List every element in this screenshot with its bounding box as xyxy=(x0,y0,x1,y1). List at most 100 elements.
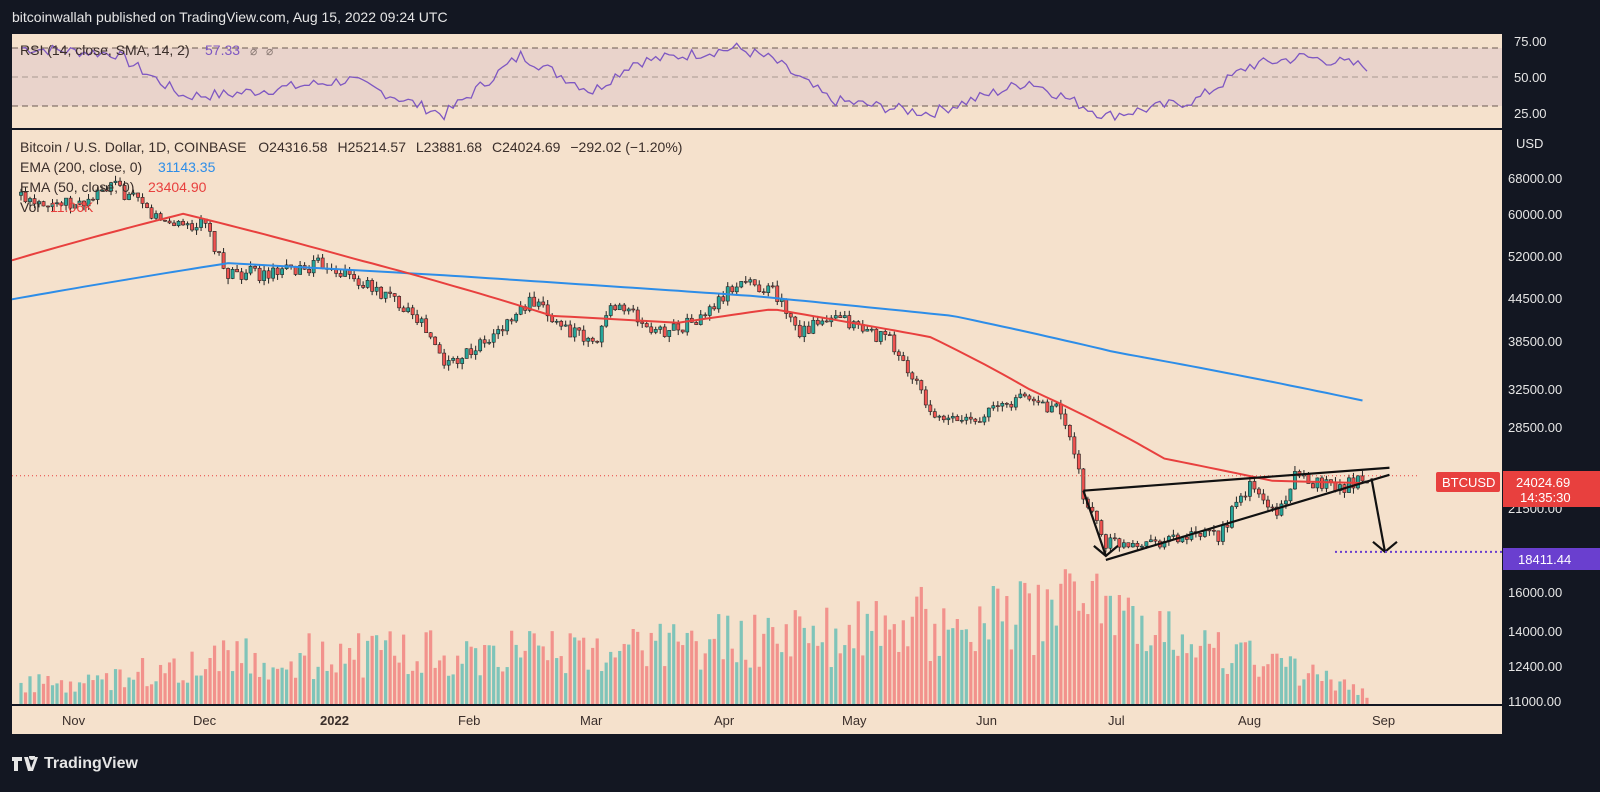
candle-body xyxy=(419,318,424,323)
volume-bar xyxy=(730,648,734,704)
volume-bar xyxy=(1045,589,1049,704)
volume-bar xyxy=(1216,632,1221,704)
ema50-line xyxy=(11,212,1363,485)
tradingview-logo[interactable]: TradingView xyxy=(12,755,138,773)
candle-body xyxy=(748,279,753,283)
volume-bar xyxy=(1023,582,1027,704)
volume-bar xyxy=(1234,644,1239,704)
candle xyxy=(568,320,573,338)
volume-bar xyxy=(109,690,113,704)
volume-bar xyxy=(928,661,932,704)
price-legend[interactable]: Bitcoin / U.S. Dollar, 1D, COINBASE O243… xyxy=(20,139,682,215)
volume-bar xyxy=(172,658,176,704)
candle xyxy=(1099,519,1104,537)
time-label: Nov xyxy=(62,713,86,728)
candle xyxy=(892,331,897,355)
candle xyxy=(1076,450,1081,474)
candle xyxy=(599,325,604,348)
candle-body xyxy=(680,329,685,333)
volume-bar xyxy=(375,635,379,704)
volume-bar xyxy=(717,614,721,704)
left-arrow-shaft[interactable] xyxy=(1082,490,1107,557)
candle-body xyxy=(239,271,244,280)
candle xyxy=(955,414,960,422)
candle xyxy=(217,251,221,256)
candle-body xyxy=(235,268,239,273)
candle-body xyxy=(118,180,122,186)
eye-off-icon[interactable]: ⌀ xyxy=(250,44,257,58)
candle xyxy=(136,192,140,202)
brand-name: TradingView xyxy=(44,755,138,772)
candle xyxy=(968,412,973,424)
volume-bar xyxy=(226,650,230,704)
volume-bar xyxy=(649,632,653,704)
volume-bar xyxy=(532,633,536,704)
candle xyxy=(1320,475,1324,492)
candle-body xyxy=(149,207,154,219)
candle-body xyxy=(1243,495,1248,498)
candle-body xyxy=(626,308,631,312)
candle-body xyxy=(1094,510,1099,521)
volume-bar xyxy=(447,675,451,704)
volume-bar xyxy=(784,624,788,704)
candle-body xyxy=(707,306,712,316)
volume-bar xyxy=(757,666,761,704)
volume-bar xyxy=(906,646,910,704)
volume-bar xyxy=(163,673,167,704)
candle xyxy=(104,185,109,192)
candle-body xyxy=(19,191,23,196)
candle xyxy=(1081,468,1086,505)
price-axis[interactable]: USD 68000.00 60000.00 52000.00 44500.00 … xyxy=(1508,136,1562,709)
candle-body xyxy=(163,219,167,222)
wedge-upper-trendline[interactable] xyxy=(1083,466,1390,492)
candle xyxy=(770,282,775,289)
volume-bar xyxy=(136,671,140,704)
candle xyxy=(946,414,951,425)
price-tick: 28500.00 xyxy=(1508,420,1562,435)
time-axis[interactable]: Nov Dec 2022 Feb Mar Apr May Jun Jul Aug… xyxy=(62,713,1395,728)
volume-bar xyxy=(1306,673,1311,704)
breakdown-arrow-shaft[interactable] xyxy=(1370,478,1387,553)
candle xyxy=(77,197,82,206)
candle-body xyxy=(509,319,514,322)
candle xyxy=(613,303,618,312)
candle xyxy=(1112,533,1117,542)
candle-body xyxy=(590,337,595,342)
volume-bar xyxy=(271,667,275,704)
candle-body xyxy=(568,324,573,338)
target-price-label-bg[interactable] xyxy=(1503,548,1600,570)
candle-body xyxy=(973,418,978,422)
volume-bar xyxy=(406,674,410,704)
volume-bar xyxy=(239,663,244,704)
candle-body xyxy=(1076,453,1081,470)
candle-body xyxy=(667,330,672,337)
volume-bar xyxy=(266,679,271,704)
candle-body xyxy=(28,198,32,203)
time-label: Feb xyxy=(458,713,480,728)
candle-body xyxy=(941,415,946,421)
candle xyxy=(1234,496,1239,509)
rsi-axis[interactable]: 75.00 50.00 25.00 xyxy=(1514,34,1547,121)
volume-bar xyxy=(933,623,937,704)
rsi-legend-value: 57.33 xyxy=(205,42,240,58)
candle-body xyxy=(514,313,519,322)
volume-bar xyxy=(595,638,599,704)
candle-body xyxy=(1130,543,1135,548)
candle xyxy=(446,355,451,371)
candle-body xyxy=(874,328,879,342)
price-tick: 38500.00 xyxy=(1508,334,1562,349)
wedge-lower-trendline[interactable] xyxy=(1105,473,1390,561)
candle xyxy=(622,302,627,315)
last-price-label-bg[interactable] xyxy=(1503,471,1600,507)
time-label: Aug xyxy=(1238,713,1261,728)
candle-body xyxy=(1221,524,1225,542)
candle xyxy=(122,181,127,201)
btcusd-chart[interactable]: RSI (14, close, SMA, 14, 2) 57.33 ⌀ ⌀ Bi… xyxy=(0,0,1600,736)
rsi-legend[interactable]: RSI (14, close, SMA, 14, 2) 57.33 ⌀ ⌀ xyxy=(20,42,273,58)
volume-bar xyxy=(1279,658,1284,704)
volume-bar xyxy=(816,645,820,704)
volume-bar xyxy=(973,651,977,704)
eye-off-icon[interactable]: ⌀ xyxy=(266,44,273,58)
volume-bar xyxy=(1315,674,1320,704)
candle xyxy=(469,343,474,359)
